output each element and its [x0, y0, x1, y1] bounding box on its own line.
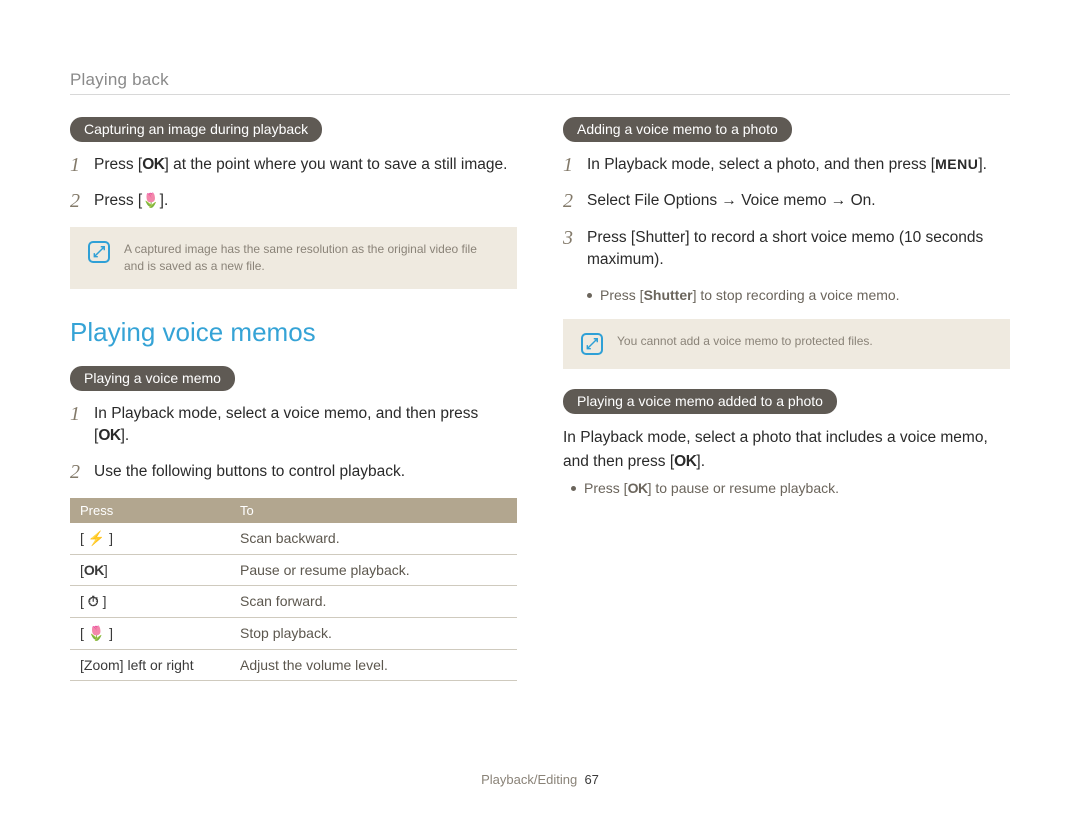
- table-row: [Zoom] left or right Adjust the volume l…: [70, 649, 517, 680]
- pill-capture-image: Capturing an image during playback: [70, 117, 322, 142]
- txt: Press [: [600, 287, 644, 303]
- txt: ] to stop recording a voice memo.: [693, 287, 900, 303]
- right-column: Adding a voice memo to a photo 1 In Play…: [563, 117, 1010, 681]
- cell-press: [ ⏱ ]: [70, 585, 230, 617]
- pvm-step-2: 2 Use the following buttons to control p…: [70, 461, 517, 483]
- cell-press: [Zoom] left or right: [70, 649, 230, 680]
- capture-step-1-text: Press [OK] at the point where you want t…: [94, 154, 517, 176]
- ok-icon: OK: [674, 453, 696, 470]
- add-step-2: 2 Select File Options → Voice memo → On.: [563, 190, 1010, 212]
- step-number-1: 1: [70, 403, 84, 448]
- table-row: [ ⚡ ] Scan backward.: [70, 523, 517, 555]
- note-icon: [581, 333, 603, 355]
- playback-controls-table: Press To [ ⚡ ] Scan backward. [OK] Pause…: [70, 498, 517, 681]
- section-title-voice-memos: Playing voice memos: [70, 317, 517, 348]
- add-step-2-text: Select File Options → Voice memo → On.: [587, 190, 1010, 212]
- add-step-1-text: In Playback mode, select a photo, and th…: [587, 154, 1010, 176]
- step-number-2: 2: [70, 190, 84, 212]
- txt: ].: [160, 192, 169, 209]
- pill-add-voice-memo: Adding a voice memo to a photo: [563, 117, 792, 142]
- cell-to: Stop playback.: [230, 617, 517, 649]
- cell-to: Pause or resume playback.: [230, 554, 517, 585]
- step-number-1: 1: [563, 154, 577, 176]
- cell-press: [ ⚡ ]: [70, 523, 230, 555]
- step-number-3: 3: [563, 227, 577, 272]
- cell-to: Scan backward.: [230, 523, 517, 555]
- capture-step-1: 1 Press [OK] at the point where you want…: [70, 154, 517, 176]
- bullet-icon: [587, 293, 592, 298]
- pvm-step-1-text: In Playback mode, select a voice memo, a…: [94, 403, 517, 448]
- content-columns: Capturing an image during playback 1 Pre…: [70, 117, 1010, 681]
- pill-play-voice-memo-photo: Playing a voice memo added to a photo: [563, 389, 837, 414]
- cell-to: Scan forward.: [230, 585, 517, 617]
- ok-icon: OK: [142, 156, 164, 173]
- txt: ] at the point where you want to save a …: [164, 156, 507, 173]
- menu-icon: MENU: [935, 156, 978, 172]
- page-footer: Playback/Editing 67: [0, 772, 1080, 787]
- th-to: To: [230, 498, 517, 523]
- txt: ].: [696, 453, 705, 470]
- note-text: A captured image has the same resolution…: [124, 241, 499, 275]
- txt: ] to pause or resume playback.: [648, 480, 839, 496]
- th-press: Press: [70, 498, 230, 523]
- left-column: Capturing an image during playback 1 Pre…: [70, 117, 517, 681]
- step-number-2: 2: [70, 461, 84, 483]
- add-step-3-text: Press [Shutter] to record a short voice …: [587, 227, 1010, 272]
- add-step-1: 1 In Playback mode, select a photo, and …: [563, 154, 1010, 176]
- table-row: [ ⏱ ] Scan forward.: [70, 585, 517, 617]
- capture-step-2-text: Press [🌷].: [94, 190, 517, 212]
- footer-section: Playback/Editing: [481, 772, 577, 787]
- ok-icon: OK: [84, 562, 104, 578]
- step-number-1: 1: [70, 154, 84, 176]
- table-row: [ 🌷 ] Stop playback.: [70, 617, 517, 649]
- capture-step-2: 2 Press [🌷].: [70, 190, 517, 212]
- add-step-3: 3 Press [Shutter] to record a short voic…: [563, 227, 1010, 272]
- cell-press: [ 🌷 ]: [70, 617, 230, 649]
- ok-icon: OK: [98, 427, 120, 444]
- play-memo-photo-para: In Playback mode, select a photo that in…: [563, 426, 1010, 473]
- txt: Press [: [584, 480, 628, 496]
- shutter-bold: Shutter: [644, 287, 693, 303]
- pill-playing-voice-memo: Playing a voice memo: [70, 366, 235, 391]
- txt: ].: [978, 156, 987, 173]
- pvm-step-2-text: Use the following buttons to control pla…: [94, 461, 517, 483]
- ok-icon: OK: [628, 480, 648, 496]
- note-protected: You cannot add a voice memo to protected…: [563, 319, 1010, 369]
- txt: In Playback mode, select a voice memo, a…: [94, 405, 478, 444]
- table-row: [OK] Pause or resume playback.: [70, 554, 517, 585]
- bullet-icon: [571, 486, 576, 491]
- bullet-stop-recording: Press [Shutter] to stop recording a voic…: [587, 286, 1010, 306]
- breadcrumb: Playing back: [70, 70, 1010, 95]
- macro-icon: 🌷: [142, 190, 159, 210]
- note-icon: [88, 241, 110, 263]
- note-capture: A captured image has the same resolution…: [70, 227, 517, 289]
- txt: In Playback mode, select a photo, and th…: [587, 156, 935, 173]
- bullet-pause-resume: Press [OK] to pause or resume playback.: [571, 479, 1010, 499]
- txt: In Playback mode, select a photo that in…: [563, 429, 988, 469]
- flash-icon: ⚡: [88, 530, 105, 547]
- note-text: You cannot add a voice memo to protected…: [617, 333, 873, 350]
- page-number: 67: [584, 772, 598, 787]
- txt: Press [: [94, 192, 142, 209]
- txt: Press [: [94, 156, 142, 173]
- cell-to: Adjust the volume level.: [230, 649, 517, 680]
- txt: ].: [121, 427, 130, 444]
- macro-icon: 🌷: [88, 625, 105, 642]
- pvm-step-1: 1 In Playback mode, select a voice memo,…: [70, 403, 517, 448]
- step-number-2: 2: [563, 190, 577, 212]
- timer-icon: ⏱: [88, 593, 99, 610]
- cell-press: [OK]: [70, 554, 230, 585]
